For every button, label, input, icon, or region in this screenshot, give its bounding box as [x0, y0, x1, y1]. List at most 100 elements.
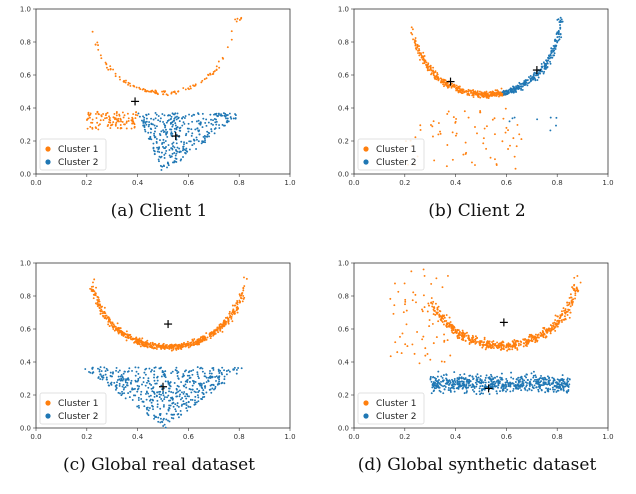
cluster-1-point [92, 297, 95, 300]
cluster-2-point [177, 416, 180, 419]
cluster-1-point [89, 113, 92, 116]
cluster-2-point [147, 392, 150, 395]
cluster-1-point [512, 342, 515, 345]
cluster-1-point [430, 73, 432, 76]
cluster-1-point [492, 342, 495, 345]
cluster-1-point [462, 338, 465, 341]
x-tick-label: 1.0 [284, 433, 295, 441]
cluster-1-point [451, 158, 454, 161]
cluster-2-point [490, 373, 492, 376]
centroid-marker [164, 320, 173, 329]
cluster-2-point [203, 372, 206, 375]
cluster-1-point [118, 331, 121, 333]
x-tick-label: 0.8 [234, 179, 245, 187]
cluster-1-point [483, 338, 486, 341]
cluster-2-point [176, 375, 179, 377]
cluster-1-point [492, 90, 495, 93]
cluster-2-point [182, 392, 185, 395]
cluster-1-point [210, 331, 213, 333]
cluster-2-point [482, 388, 485, 391]
cluster-2-point [527, 379, 529, 381]
cluster-2-point [121, 379, 124, 382]
cluster-2-point [148, 121, 151, 123]
cluster-2-point [172, 145, 174, 148]
cluster-1-point [112, 116, 115, 119]
cluster-2-point [215, 120, 218, 123]
cluster-2-point [482, 381, 485, 384]
cluster-1-point [554, 322, 557, 325]
cluster-1-point [441, 80, 443, 83]
cluster-1-point [411, 33, 414, 36]
cluster-2-point [430, 380, 433, 383]
cluster-2-point [145, 113, 148, 116]
cluster-2-point [171, 370, 174, 373]
cluster-2-point [161, 370, 164, 372]
cluster-1-point [492, 347, 495, 350]
cluster-1-point [234, 18, 237, 21]
cluster-2-point [500, 372, 503, 375]
cluster-1-point [152, 90, 155, 93]
cluster-2-point [202, 140, 205, 143]
cluster-2-point [198, 389, 201, 392]
cluster-2-point [196, 388, 199, 390]
cluster-1-point [109, 65, 112, 68]
cluster-2-point [188, 377, 191, 380]
cluster-2-point [179, 410, 182, 412]
cluster-1-point [432, 342, 435, 345]
cluster-2-point [561, 374, 564, 377]
cluster-1-point [481, 343, 484, 346]
cluster-2-point [153, 391, 156, 394]
cluster-1-point [427, 302, 430, 305]
cluster-1-point [134, 113, 137, 116]
cluster-2-point [225, 117, 227, 120]
cluster-1-point [501, 140, 504, 143]
cluster-1-point [507, 129, 509, 132]
cluster-2-point [180, 413, 183, 416]
x-tick-label: 0.2 [81, 179, 92, 187]
cluster-2-point [445, 378, 448, 381]
cluster-1-point [109, 321, 112, 324]
cluster-2-point [567, 380, 570, 383]
cluster-2-point [200, 386, 203, 389]
cluster-2-point [540, 384, 543, 387]
cluster-1-point [139, 345, 142, 348]
cluster-1-point [571, 303, 574, 306]
cluster-2-point [153, 417, 156, 420]
cluster-2-point [185, 404, 188, 407]
cluster-1-point [500, 346, 503, 349]
cluster-1-point [559, 315, 562, 318]
cluster-1-point [100, 308, 103, 311]
cluster-2-point [177, 116, 180, 119]
cluster-2-point [145, 391, 148, 394]
cluster-2-point [191, 398, 194, 401]
cluster-1-point [394, 341, 397, 344]
cluster-2-point [184, 383, 187, 386]
cluster-1-point [418, 49, 421, 52]
cluster-1-point [91, 30, 94, 33]
cluster-1-point [94, 292, 97, 295]
centroid-marker [159, 382, 167, 391]
cluster-1-point [540, 332, 543, 335]
cluster-2-point [153, 370, 156, 373]
cluster-1-point [471, 94, 474, 97]
cluster-2-point [196, 127, 199, 130]
cluster-2-point [217, 368, 220, 371]
cluster-2-point [480, 381, 483, 384]
cluster-1-point [235, 302, 238, 305]
cluster-1-point [166, 347, 169, 350]
cluster-2-point [169, 404, 172, 407]
cluster-1-point [242, 289, 245, 292]
cluster-2-point [120, 374, 123, 376]
cluster-2-point [160, 151, 163, 154]
cluster-1-point [406, 345, 409, 348]
cluster-2-point [138, 406, 140, 409]
cluster-1-point [432, 308, 435, 311]
cluster-2-point [160, 169, 163, 171]
cluster-2-point [215, 123, 218, 126]
cluster-2-point [232, 117, 235, 120]
cluster-2-point [212, 384, 215, 387]
cluster-2-point [127, 392, 130, 395]
cluster-1-point [170, 349, 173, 352]
cluster-2-point [167, 380, 170, 383]
cluster-2-point [527, 76, 530, 79]
